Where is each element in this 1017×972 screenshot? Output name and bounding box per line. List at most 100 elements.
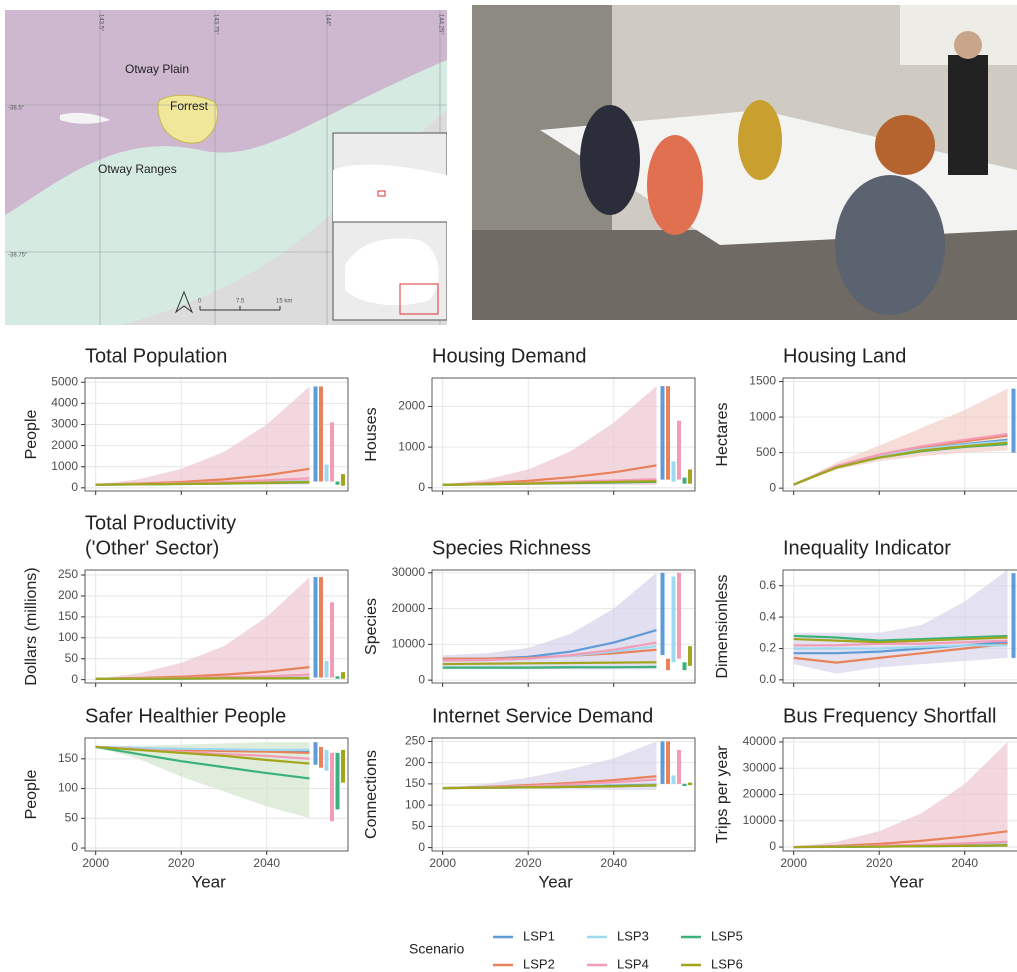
y-tick-label: 10000 (743, 813, 777, 827)
range-bar (666, 741, 670, 783)
y-tick-label: 4000 (51, 396, 78, 410)
y-axis-label: People (23, 409, 40, 459)
y-tick-label: 2000 (51, 438, 78, 452)
y-tick-label: 1000 (398, 439, 425, 453)
range-bar (688, 469, 692, 483)
scale-label: 15 km (276, 299, 292, 305)
chart-title: Inequality Indicator (783, 537, 951, 559)
series-line (96, 678, 310, 679)
figure: Otway Plain Forrest Otway Ranges 143.5° … (0, 0, 1017, 972)
map-lat-label: -38.5° (8, 106, 25, 112)
map-label: Forrest (170, 99, 209, 113)
range-bar (319, 577, 323, 677)
y-axis-label: Connections (363, 750, 380, 839)
map-lon-label: 144° (324, 14, 330, 27)
x-axis-label: Year (191, 872, 226, 891)
range-bar (325, 661, 329, 678)
range-bar (319, 747, 323, 768)
x-tick-label: 2040 (600, 856, 627, 870)
y-tick-label: 150 (405, 776, 425, 790)
chart-title: Total Population (85, 345, 227, 367)
map: Otway Plain Forrest Otway Ranges 143.5° … (5, 10, 447, 325)
scale-label: 7.5 (236, 299, 245, 305)
y-tick-label: 20000 (392, 601, 426, 615)
range-bar (683, 478, 687, 484)
photo (472, 5, 1017, 320)
y-axis-label: Dimensionless (714, 574, 731, 678)
y-tick-label: 50 (412, 819, 426, 833)
y-tick-label: 0.6 (759, 578, 776, 592)
chart-title: Safer Healthier People (85, 705, 286, 727)
range-bar (672, 461, 676, 481)
range-bar (330, 602, 334, 677)
y-tick-label: 20000 (743, 787, 777, 801)
map-label: Otway Plain (125, 62, 189, 76)
y-tick-label: 100 (58, 630, 78, 644)
x-tick-label: 2020 (515, 856, 542, 870)
range-bar (677, 421, 681, 480)
y-tick-label: 5000 (51, 374, 78, 388)
chart-title: Housing Land (783, 345, 906, 367)
y-tick-label: 100 (405, 797, 425, 811)
chart-title: Housing Demand (432, 345, 587, 367)
legend-label: LSP5 (711, 928, 743, 943)
x-tick-label: 2020 (168, 856, 195, 870)
range-bar (688, 783, 692, 786)
y-tick-label: 1500 (749, 374, 776, 388)
x-tick-label: 2000 (780, 856, 807, 870)
y-tick-label: 1000 (749, 409, 776, 423)
y-tick-label: 30000 (743, 760, 777, 774)
y-axis-label: People (23, 769, 40, 819)
photo-hair (875, 115, 935, 175)
panel: Total Productivity('Other' Sector)050100… (23, 512, 348, 687)
x-tick-label: 2020 (866, 856, 893, 870)
y-tick-label: 50 (65, 651, 79, 665)
range-bar (319, 386, 323, 481)
range-bar (325, 750, 329, 771)
y-axis-label: Hectares (714, 402, 731, 466)
y-tick-label: 0 (769, 839, 776, 853)
range-bar (672, 576, 676, 662)
panel: Internet Service Demand05010015020025020… (363, 705, 695, 891)
page: Otway Plain Forrest Otway Ranges 143.5° … (0, 0, 1017, 972)
x-tick-label: 2040 (951, 856, 978, 870)
panel: Inequality Indicator0.00.20.40.6Dimensio… (714, 537, 1017, 687)
range-bar (683, 662, 687, 670)
range-bar (341, 672, 345, 679)
photo-person (738, 100, 782, 180)
range-bar (666, 659, 670, 670)
map-lon-label: 143.75° (212, 14, 218, 35)
photo-person (647, 135, 703, 235)
photo-presenter (948, 55, 988, 175)
x-axis-label: Year (889, 872, 924, 891)
chart-title: Total Productivity (85, 512, 236, 534)
y-tick-label: 40000 (743, 734, 777, 748)
range-bar (666, 386, 670, 479)
range-bar (661, 741, 665, 783)
panel: Total Population010002000300040005000Peo… (23, 345, 348, 495)
chart-title: Species Richness (432, 537, 591, 559)
legend-label: LSP6 (711, 956, 743, 971)
range-bar (314, 742, 318, 765)
legend-label: LSP4 (617, 956, 649, 971)
range-bar (330, 753, 334, 821)
legend-label: LSP1 (523, 928, 555, 943)
range-bar (672, 775, 676, 783)
y-tick-label: 2000 (398, 399, 425, 413)
panel: Bus Frequency Shortfall01000020000300004… (714, 705, 1017, 891)
y-tick-label: 0 (418, 840, 425, 854)
range-bar (1012, 389, 1016, 453)
range-bar (677, 573, 681, 659)
y-tick-label: 0 (418, 672, 425, 686)
y-tick-label: 250 (405, 734, 425, 748)
x-tick-label: 2000 (429, 856, 456, 870)
photo-person (580, 105, 640, 215)
range-bar (341, 750, 345, 783)
panel: Housing Land050010001500Hectares (714, 345, 1017, 495)
y-tick-label: 0 (769, 480, 776, 494)
y-tick-label: 0 (71, 480, 78, 494)
range-bar (341, 474, 345, 486)
y-tick-label: 0.0 (759, 672, 776, 686)
